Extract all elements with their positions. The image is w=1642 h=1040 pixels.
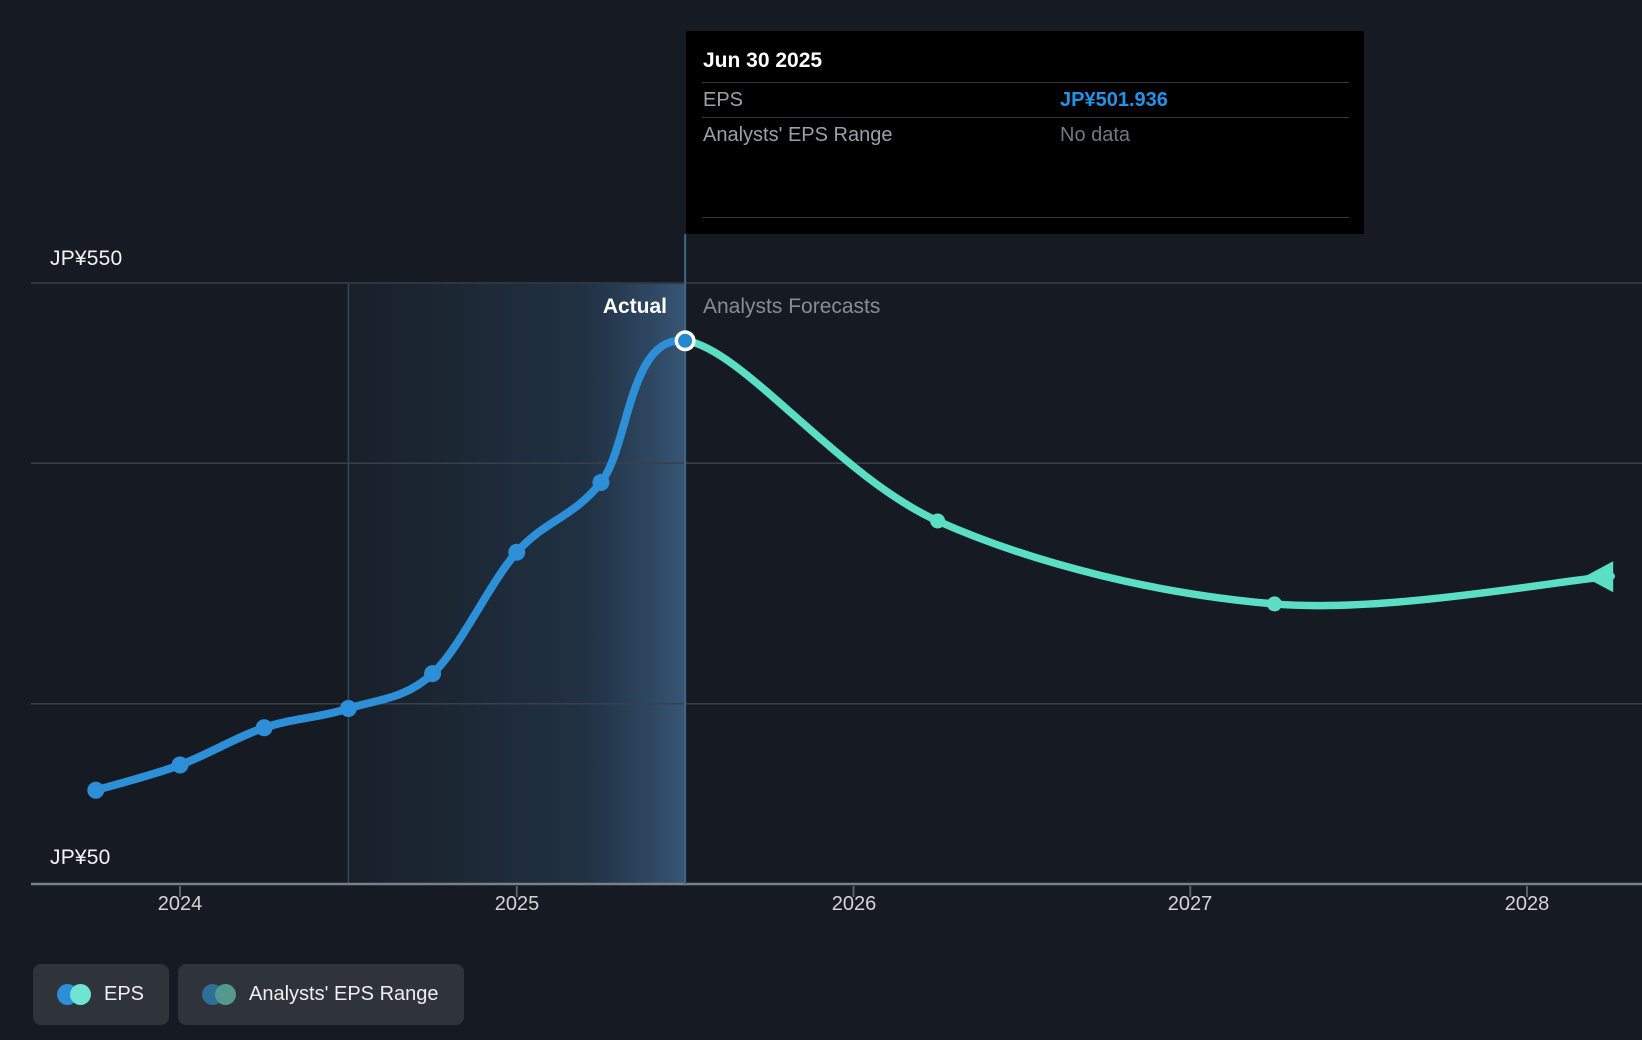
actual-phase-label: Actual (602, 295, 667, 318)
tooltip-range-label: Analysts' EPS Range (703, 123, 893, 146)
tooltip-divider (702, 117, 1349, 118)
x-axis-label-2025: 2025 (494, 893, 540, 915)
actual-eps-line (91, 336, 686, 795)
forecast-line-arrow-tip (1584, 561, 1614, 593)
actual-data-point-4[interactable] (424, 665, 442, 683)
tooltip-divider (702, 82, 1349, 83)
x-axis-label-2024: 2024 (157, 893, 203, 915)
tooltip-row-eps-range: Analysts' EPS Range No data (703, 118, 1348, 152)
tooltip-divider (702, 217, 1349, 218)
highlighted-point[interactable] (678, 333, 693, 348)
chart-tooltip: Jun 30 2025 EPS JP¥501.936 Analysts' EPS… (686, 31, 1364, 234)
forecast-eps-line (685, 337, 1615, 610)
legend-item-analysts-eps-range-label: Analysts' EPS Range (249, 983, 439, 1005)
x-axis-label-2027: 2027 (1167, 893, 1213, 915)
tooltip-range-value: No data (1060, 123, 1131, 146)
tooltip-eps-label: EPS (703, 88, 744, 111)
tooltip-row-eps: EPS JP¥501.936 (703, 83, 1348, 117)
actual-data-point-1[interactable] (171, 756, 189, 774)
actual-period-highlight-band (348, 284, 686, 884)
eps-range-high-color-dot (215, 984, 237, 1005)
eps-range-series-icon (202, 984, 237, 1005)
y-axis-top-label: JP¥550 (50, 247, 123, 270)
legend-item-eps-label: EPS (104, 983, 145, 1005)
chart-legend: EPS Analysts' EPS Range (33, 964, 464, 1025)
actual-data-point-3[interactable] (339, 700, 357, 718)
forecast-data-point-0[interactable] (930, 513, 946, 529)
actual-data-point-0[interactable] (87, 781, 105, 799)
actual-data-point-2[interactable] (255, 719, 273, 737)
actual-data-point-6[interactable] (592, 474, 610, 492)
eps-series-icon (57, 984, 91, 1005)
legend-item-eps[interactable]: EPS (33, 964, 170, 1025)
eps-forecast-color-dot (70, 984, 91, 1005)
legend-item-analysts-eps-range[interactable]: Analysts' EPS Range (178, 964, 464, 1025)
actual-data-point-5[interactable] (508, 543, 526, 561)
tooltip-eps-value: JP¥501.936 (1060, 88, 1168, 111)
x-axis-label-2026: 2026 (831, 893, 877, 915)
y-axis-bottom-label: JP¥50 (50, 846, 111, 869)
tooltip-date: Jun 30 2025 (703, 49, 823, 72)
x-axis-label-2028: 2028 (1504, 893, 1550, 915)
forecast-phase-label: Analysts Forecasts (703, 295, 881, 318)
forecast-data-point-1[interactable] (1266, 596, 1282, 612)
